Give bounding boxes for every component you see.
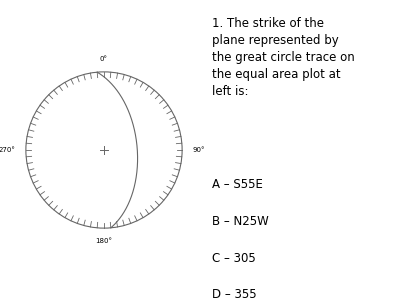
Text: 0°: 0° [100, 56, 108, 62]
Text: 1. The strike of the
plane represented by
the great circle trace on
the equal ar: 1. The strike of the plane represented b… [212, 17, 354, 98]
Text: A – S55E: A – S55E [212, 178, 262, 191]
Text: B – N25W: B – N25W [212, 215, 268, 228]
Text: 270°: 270° [0, 147, 16, 153]
Text: D – 355: D – 355 [212, 288, 256, 300]
Text: 90°: 90° [192, 147, 205, 153]
Text: 180°: 180° [96, 238, 112, 244]
Text: C – 305: C – 305 [212, 251, 256, 265]
